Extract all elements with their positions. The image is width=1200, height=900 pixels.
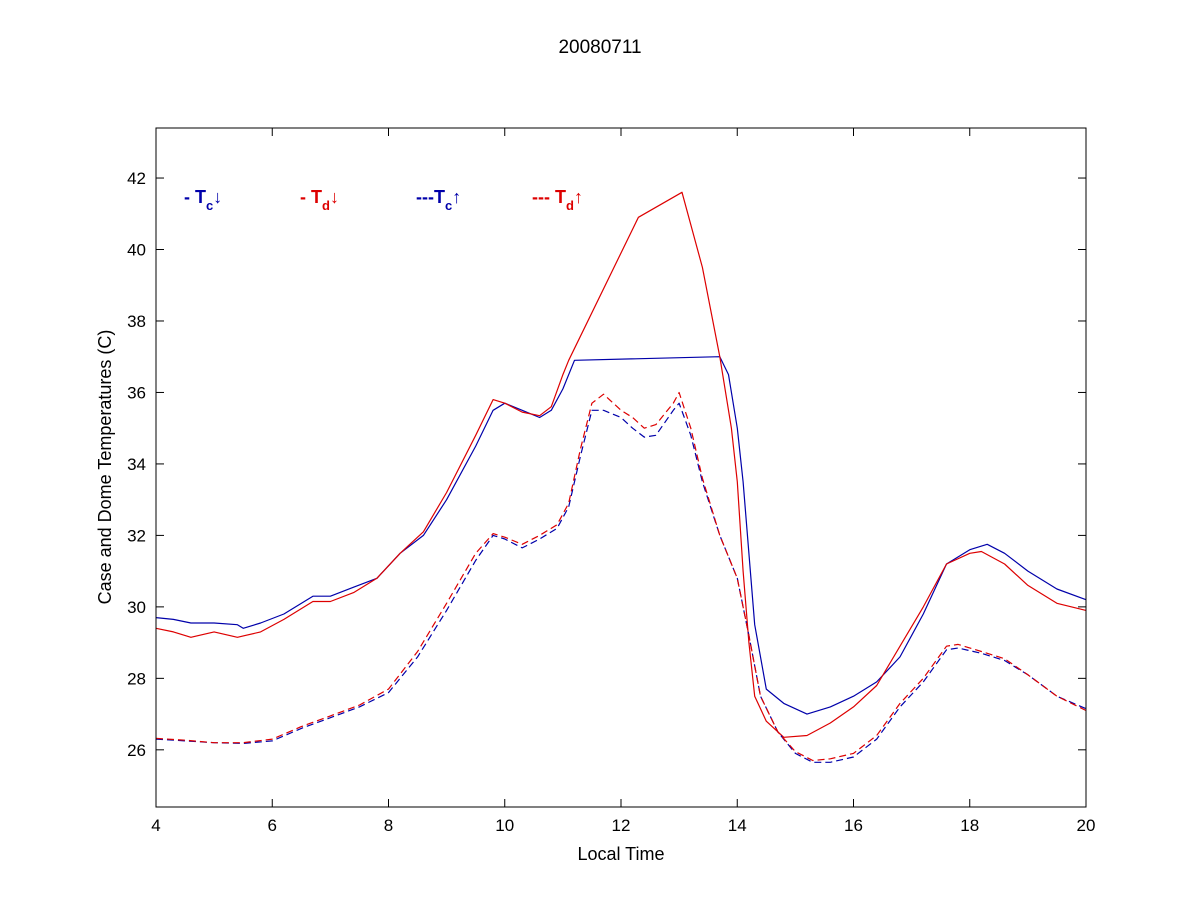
x-tick-label: 18 [960, 816, 979, 835]
x-tick-label: 6 [268, 816, 277, 835]
series-line-4 [155, 391, 1087, 762]
legend-entry-2: - Td↓ [300, 187, 339, 213]
x-axis-label: Local Time [577, 844, 664, 864]
x-tick-label: 20 [1077, 816, 1096, 835]
x-tick-label: 4 [151, 816, 160, 835]
x-tick-label: 12 [612, 816, 631, 835]
ticks-layer: 4 6 8 10 12 14 16 18 20 26 28 30 32 34 36 38 40 42 [127, 128, 1095, 835]
plot-background [156, 128, 1086, 807]
y-tick-label: 34 [127, 455, 146, 474]
legend-entry-4: --- Td↑ [532, 187, 583, 213]
series-line-2 [155, 191, 1087, 738]
legend-entry-3: ---Tc↑ [416, 187, 461, 213]
y-tick-label: 40 [127, 241, 146, 260]
y-tick-label: 30 [127, 598, 146, 617]
x-tick-label: 8 [384, 816, 393, 835]
y-tick-label: 38 [127, 312, 146, 331]
legend: - Tc↓ - Td↓ ---Tc↑ --- Td↑ [184, 187, 583, 213]
chart-title: 20080711 [558, 37, 641, 58]
y-axis-label: Case and Dome Temperatures (C) [95, 330, 115, 605]
y-tick-label: 32 [127, 526, 146, 545]
y-tick-label: 28 [127, 669, 146, 688]
y-tick-label: 36 [127, 383, 146, 402]
y-tick-label: 42 [127, 169, 146, 188]
x-tick-label: 14 [728, 816, 747, 835]
y-tick-label: 26 [127, 741, 146, 760]
x-tick-label: 16 [844, 816, 863, 835]
series-line-1 [155, 356, 1087, 715]
series-layer [155, 191, 1087, 763]
legend-entry-1: - Tc↓ [184, 187, 222, 213]
series-line-3 [155, 402, 1087, 763]
x-tick-label: 10 [495, 816, 514, 835]
